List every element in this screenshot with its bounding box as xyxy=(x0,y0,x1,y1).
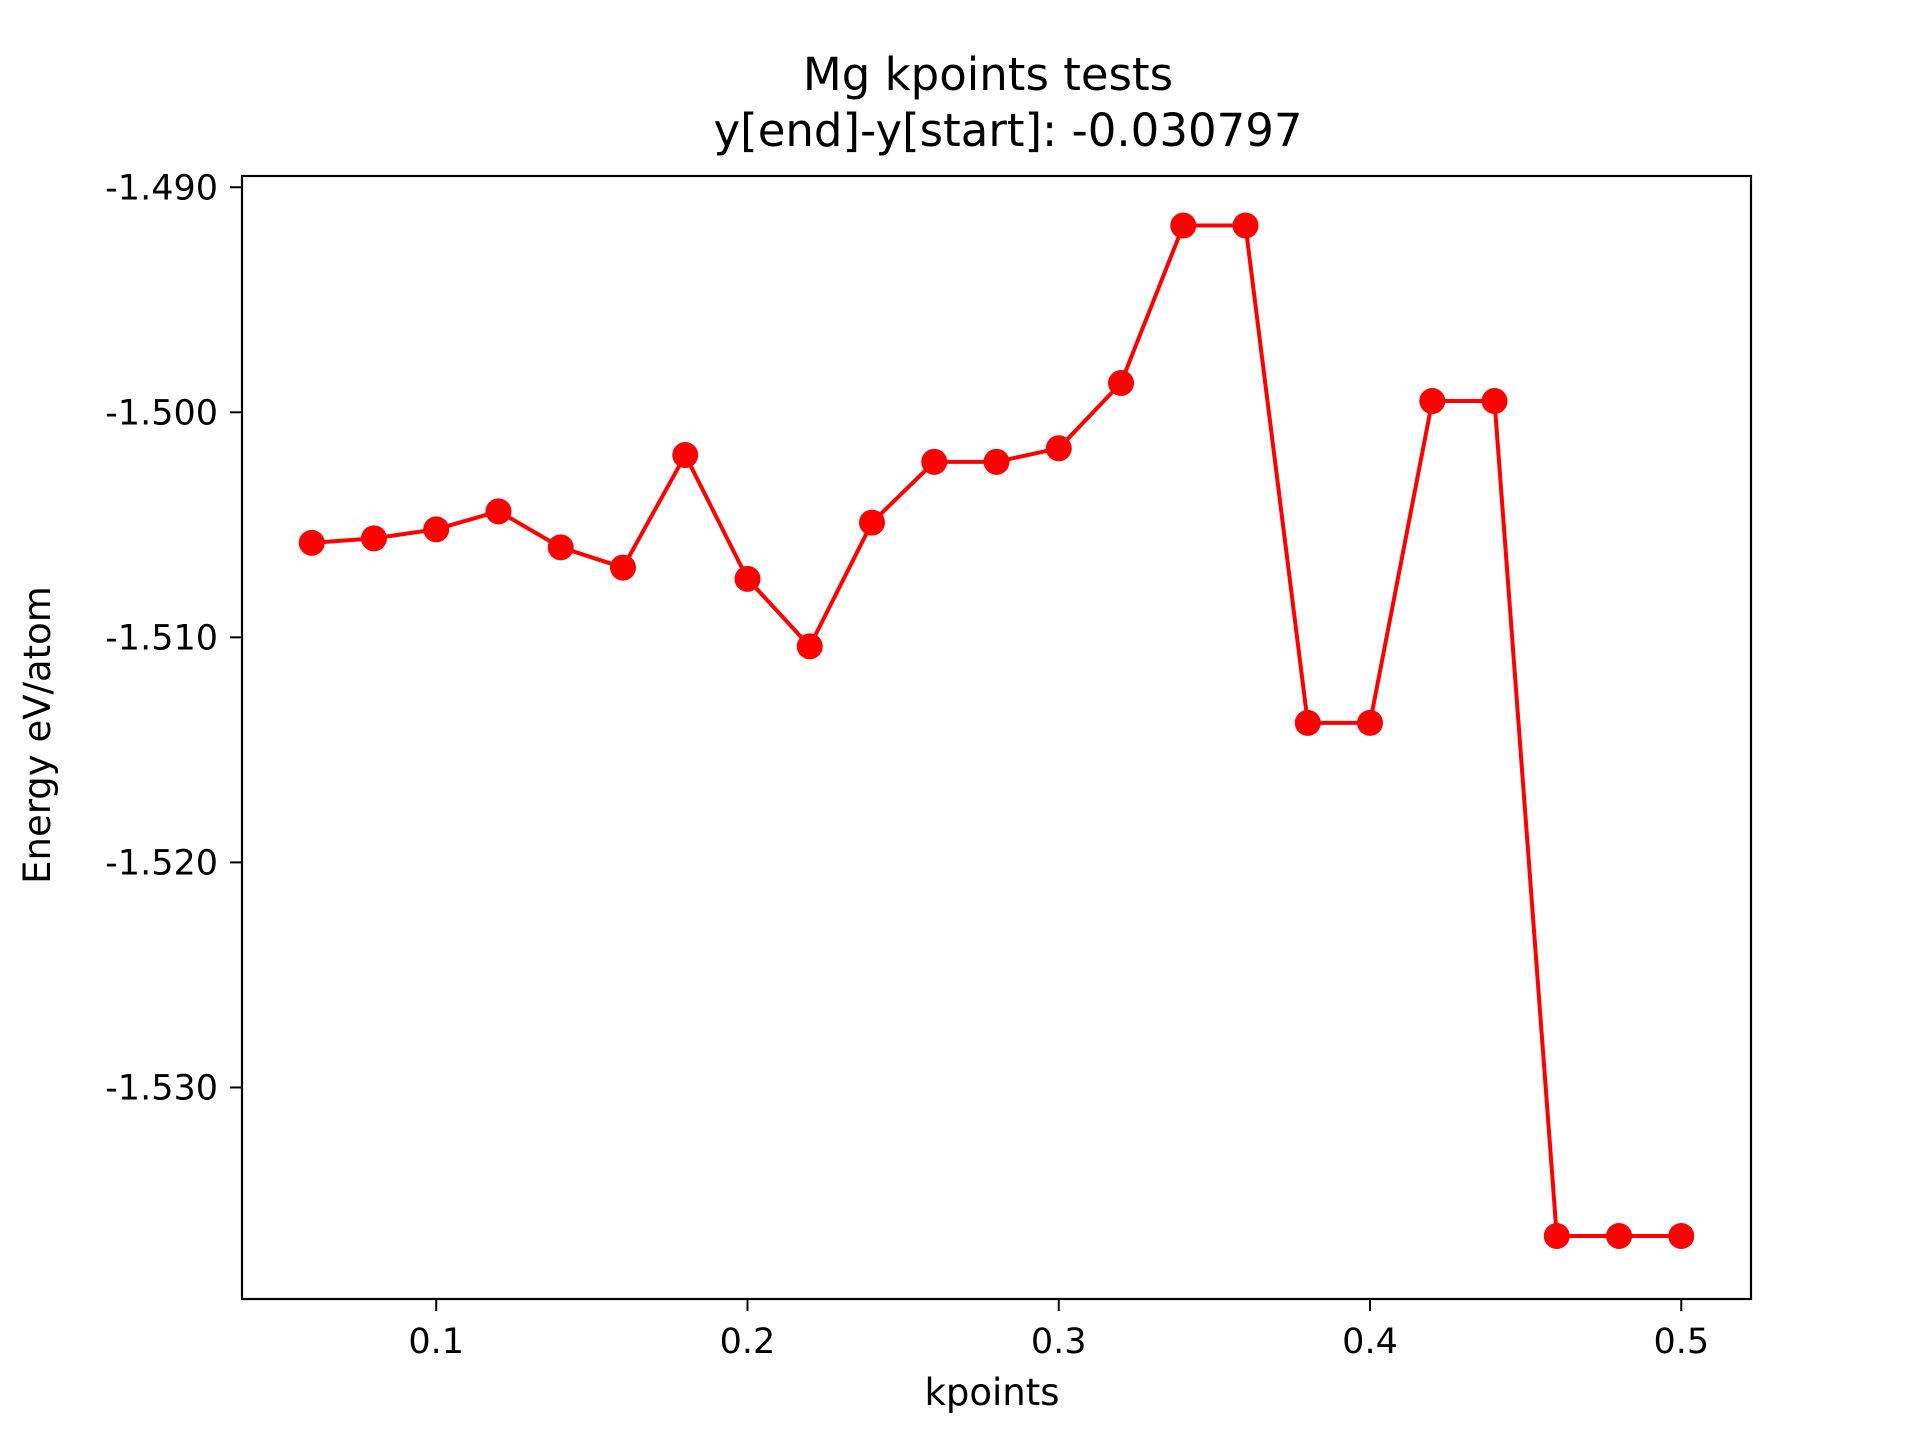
data-point xyxy=(1357,709,1384,736)
plot-area xyxy=(240,174,1753,1301)
data-point xyxy=(796,633,823,660)
y-tick-label: -1.530 xyxy=(105,1068,218,1108)
data-point xyxy=(1419,388,1446,415)
data-point xyxy=(485,498,512,525)
data-point xyxy=(1543,1222,1570,1249)
y-tick-label: -1.520 xyxy=(105,843,218,883)
y-tick-label: -1.500 xyxy=(105,393,218,433)
data-point xyxy=(672,442,699,469)
y-axis: -1.490 -1.500 -1.510 -1.520 -1.530 xyxy=(105,168,242,1108)
data-point xyxy=(1108,370,1135,397)
data-point xyxy=(1232,212,1259,239)
series-line xyxy=(311,223,1682,1238)
data-point xyxy=(1045,435,1072,462)
plot-frame xyxy=(240,174,1753,1301)
series-layer xyxy=(298,212,1695,1249)
x-tick-label: 0.3 xyxy=(1031,1322,1087,1362)
y-tick-label: -1.490 xyxy=(105,168,218,208)
data-point xyxy=(1606,1222,1633,1249)
x-tick-label: 0.5 xyxy=(1653,1322,1709,1362)
x-axis: 0.1 0.2 0.3 0.4 0.5 xyxy=(408,1299,1709,1362)
y-tick-label: -1.510 xyxy=(105,618,218,658)
data-point xyxy=(983,448,1010,475)
chart-title: Mg kpoints tests xyxy=(803,48,1173,101)
data-point xyxy=(547,534,574,561)
x-tick-label: 0.1 xyxy=(408,1322,464,1362)
data-point xyxy=(921,448,948,475)
data-point xyxy=(423,516,450,543)
x-tick-label: 0.2 xyxy=(720,1322,776,1362)
data-point xyxy=(734,565,761,592)
data-point xyxy=(609,554,636,581)
data-point xyxy=(1668,1222,1695,1249)
data-point xyxy=(858,509,885,536)
x-tick-label: 0.4 xyxy=(1342,1322,1398,1362)
data-point xyxy=(360,525,387,552)
data-point xyxy=(1481,388,1508,415)
data-point xyxy=(1170,212,1197,239)
y-axis-label: Energy eV/atom xyxy=(16,586,59,884)
data-point xyxy=(1294,709,1321,736)
chart-subtitle: y[end]-y[start]: -0.030797 xyxy=(714,104,1303,157)
data-point xyxy=(298,529,325,556)
x-axis-label: kpoints xyxy=(924,1371,1059,1414)
